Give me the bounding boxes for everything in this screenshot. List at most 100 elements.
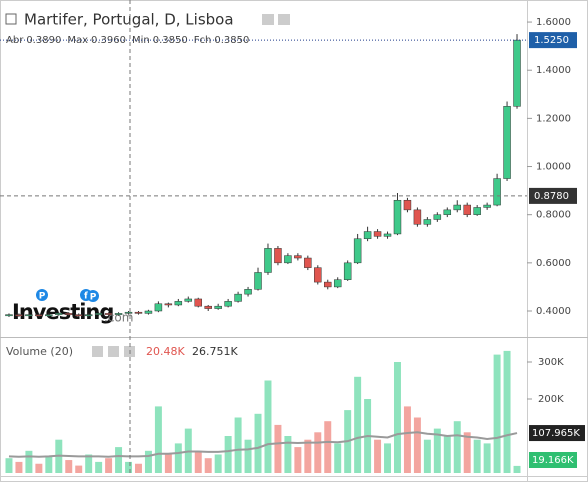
volume-bar: [463, 432, 471, 473]
candle-body: [483, 204, 491, 208]
volume-bar: [413, 417, 421, 473]
candle-body: [184, 298, 193, 302]
volume-tag: [529, 452, 577, 468]
volume-bar: [224, 436, 232, 473]
candle-body: [254, 272, 262, 290]
collapse-icon[interactable]: [5, 13, 17, 25]
y-tick-label: 0.6000: [536, 258, 571, 269]
candle-body: [333, 279, 342, 288]
volume-bar: [214, 454, 222, 473]
ohlc-label: Min: [132, 35, 150, 46]
icon-eye[interactable]: [262, 14, 274, 25]
volume-bar: [264, 380, 272, 473]
volume-title: Volume (20): [6, 345, 73, 358]
candle-body: [274, 248, 282, 264]
volume-bar: [433, 428, 441, 473]
event-badge: [36, 289, 48, 301]
ohlc-label: Fch: [194, 35, 212, 46]
icon-eye[interactable]: [92, 346, 103, 357]
candle-body: [503, 106, 511, 179]
crosshair-label: 0.8780: [534, 191, 569, 202]
candle-body: [224, 301, 232, 307]
candle-body: [5, 314, 13, 317]
volume-bar: [105, 458, 113, 473]
candle-body: [493, 178, 501, 206]
volume-bar: [115, 447, 123, 473]
volume-bar: [334, 443, 342, 473]
candle-body: [393, 199, 402, 235]
volume-bar: [374, 439, 382, 473]
volume-bar: [144, 450, 152, 473]
candle-body: [144, 310, 153, 314]
y-tick-label: 200K: [538, 394, 564, 405]
y-tick-label: 1.6000: [536, 17, 571, 28]
ohlc-label: Max: [67, 35, 88, 46]
candle-body: [65, 313, 73, 315]
candle-body: [174, 301, 183, 306]
ohlc-value: 0.3890: [26, 35, 61, 46]
y-tick-label: 0.8000: [536, 210, 571, 221]
event-badge-label: P: [39, 292, 46, 302]
volume-bar: [354, 376, 362, 473]
volume-bar: [513, 465, 521, 473]
volume-tag-label: 19.166K: [532, 455, 574, 466]
candle-body: [294, 255, 302, 259]
volume-bar: [274, 424, 282, 473]
event-badge-label: f: [84, 292, 88, 302]
volume-bar: [154, 406, 162, 473]
volume-bar: [473, 439, 481, 473]
candle-body: [363, 231, 372, 240]
icon-settings[interactable]: [278, 14, 290, 25]
candle-body: [343, 262, 352, 280]
candle-body: [15, 314, 23, 317]
candle-body: [463, 204, 471, 215]
candle-body: [94, 313, 103, 315]
candle-body: [403, 199, 412, 211]
candle-body: [194, 298, 202, 307]
volume-bar: [403, 406, 411, 473]
volume-bar: [25, 450, 33, 473]
candle-body: [55, 313, 63, 315]
volume-bar: [5, 458, 13, 473]
volume-bar: [254, 413, 262, 473]
candle-body: [35, 314, 43, 317]
candle-body: [25, 314, 33, 317]
volume-bar: [284, 436, 292, 473]
volume-bar: [244, 439, 252, 473]
volume-bar: [294, 447, 302, 473]
candle-body: [473, 207, 481, 215]
volume-bar: [393, 362, 401, 473]
y-tick-label: 1.0000: [536, 162, 571, 173]
candle-body: [74, 314, 83, 317]
icon-settings[interactable]: [108, 346, 119, 357]
candle-body: [383, 233, 392, 237]
volume-bar: [324, 421, 332, 473]
volume-bar: [234, 417, 242, 473]
y-tick-label: 1.4000: [536, 65, 571, 76]
candle-body: [164, 303, 173, 306]
volume-bar: [194, 450, 202, 473]
candle-body: [314, 267, 322, 283]
candle-body: [353, 238, 362, 264]
candle-body: [45, 314, 53, 317]
volume-bar: [443, 436, 451, 473]
volume-bar: [503, 350, 511, 473]
candle-body: [234, 293, 242, 302]
volume-bar: [85, 454, 93, 473]
volume-bar: [174, 443, 182, 473]
candle-body: [373, 231, 382, 237]
candle-body: [134, 311, 143, 314]
volume-bar: [15, 461, 23, 473]
ma-tag: [529, 425, 585, 442]
volume-bar: [125, 461, 133, 473]
volume-bar: [304, 439, 312, 473]
volume-bar: [493, 354, 501, 473]
volume-bar: [453, 421, 461, 473]
ma-tag-label: 107.965K: [532, 428, 580, 439]
chart-title: Martifer, Portugal, D, Lisboa: [24, 11, 234, 29]
candle-body: [214, 305, 222, 309]
last-price-label: 1.5250: [534, 35, 569, 46]
candle-body: [114, 313, 123, 315]
